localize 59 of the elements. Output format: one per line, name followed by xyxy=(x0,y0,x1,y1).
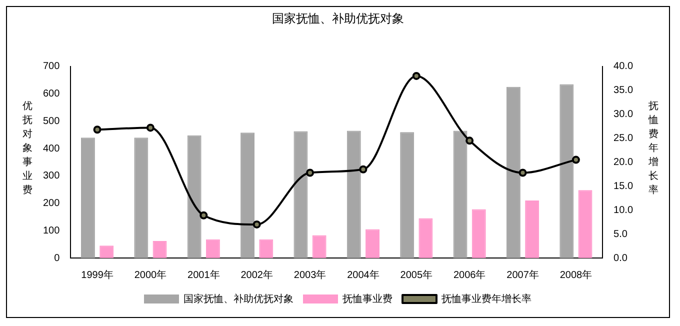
bar xyxy=(80,138,95,258)
x-tick-label: 2000年 xyxy=(134,268,167,281)
y-tick-label: 300 xyxy=(42,170,60,182)
x-tick-label: 1999年 xyxy=(81,268,114,281)
point xyxy=(518,168,527,177)
y2-tick-label: 40.0 xyxy=(614,61,634,72)
y2-tick-label: 0.0 xyxy=(614,252,628,264)
y2-tick-label: 5.0 xyxy=(614,228,628,240)
y2-axis-title: 抚恤费年增长率 xyxy=(648,100,659,198)
chart-title: 国家抚恤、补助优抚对象 xyxy=(272,12,404,26)
y-tick-label: 100 xyxy=(42,225,60,236)
point xyxy=(466,136,474,145)
x-tick-label: 2006年 xyxy=(453,268,486,281)
bar xyxy=(525,200,540,258)
x-tick-label: 2005年 xyxy=(400,268,433,281)
y2-tick-label: 15.0 xyxy=(614,180,634,192)
y-tick-label: 600 xyxy=(42,88,60,100)
y2-tick-label: 25.0 xyxy=(614,133,634,144)
x-tick-label: 2004年 xyxy=(347,268,380,281)
point xyxy=(93,126,102,134)
y2-tick-label: 10.0 xyxy=(614,204,634,216)
y-tick-label: 500 xyxy=(42,116,60,127)
point xyxy=(412,72,420,80)
bar xyxy=(453,130,468,258)
y-tick-label: 400 xyxy=(42,143,60,154)
point xyxy=(306,168,314,177)
bar xyxy=(400,132,414,258)
bar xyxy=(418,218,433,258)
bar xyxy=(560,84,574,258)
bar xyxy=(578,190,592,258)
y2-tick-label: 30.0 xyxy=(614,109,634,120)
bar xyxy=(134,138,148,258)
point xyxy=(252,220,261,228)
bar xyxy=(187,135,202,258)
bar xyxy=(472,209,486,258)
y2-tick-label: 35.0 xyxy=(614,85,634,96)
y-axis-title: 优抚对象事业费 xyxy=(22,100,33,198)
y-tick-label: 700 xyxy=(42,61,60,72)
bar xyxy=(240,132,255,258)
x-tick-label: 2002年 xyxy=(240,268,273,281)
x-tick-label: 2003年 xyxy=(294,268,326,281)
legend-label: 国家抚恤、补助优抚对象 xyxy=(184,292,294,305)
x-tick-label: 2007年 xyxy=(506,268,539,281)
x-tick-label: 2001年 xyxy=(188,268,220,281)
x-tick-label: 2008年 xyxy=(560,268,592,281)
bar xyxy=(506,86,520,258)
point xyxy=(572,156,580,164)
bar xyxy=(346,130,361,258)
y-tick-label: 200 xyxy=(42,198,60,210)
point xyxy=(146,124,154,132)
point xyxy=(200,211,208,220)
legend-label: 抚恤事业费年增长率 xyxy=(440,292,532,305)
point xyxy=(359,165,368,174)
bar xyxy=(294,131,308,258)
bar xyxy=(312,235,326,258)
y-tick-label: 0 xyxy=(54,252,60,264)
bar xyxy=(366,229,380,258)
legend-label: 抚恤事业费 xyxy=(342,292,392,305)
y2-tick-label: 20.0 xyxy=(614,156,634,168)
